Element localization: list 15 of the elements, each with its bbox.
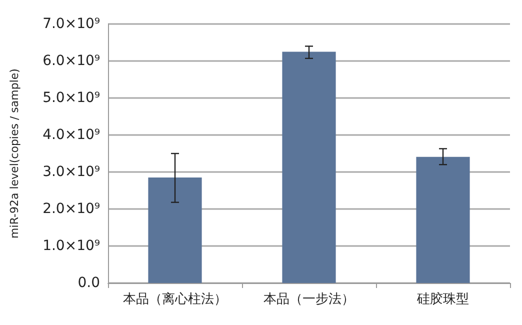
bar bbox=[282, 52, 336, 283]
x-tick-label: 硅胶珠型 bbox=[416, 292, 469, 307]
x-tick-label: 本品（一步法） bbox=[264, 292, 354, 307]
y-tick-label: 0.0 bbox=[78, 275, 100, 291]
y-tick-label: 7.0×10⁹ bbox=[42, 16, 100, 32]
bar bbox=[148, 178, 202, 283]
bar bbox=[416, 156, 470, 283]
y-tick-label: 5.0×10⁹ bbox=[42, 90, 100, 106]
y-tick-label: 3.0×10⁹ bbox=[42, 164, 100, 180]
y-axis-title: miR-92a level(copies / sample) bbox=[8, 68, 21, 238]
x-tick-label: 本品（离心柱法） bbox=[123, 291, 227, 307]
y-tick-label: 1.0×10⁹ bbox=[42, 238, 100, 254]
y-tick-label: 4.0×10⁹ bbox=[42, 127, 100, 143]
y-tick-label: 2.0×10⁹ bbox=[42, 201, 100, 217]
y-tick-label: 6.0×10⁹ bbox=[42, 53, 100, 69]
